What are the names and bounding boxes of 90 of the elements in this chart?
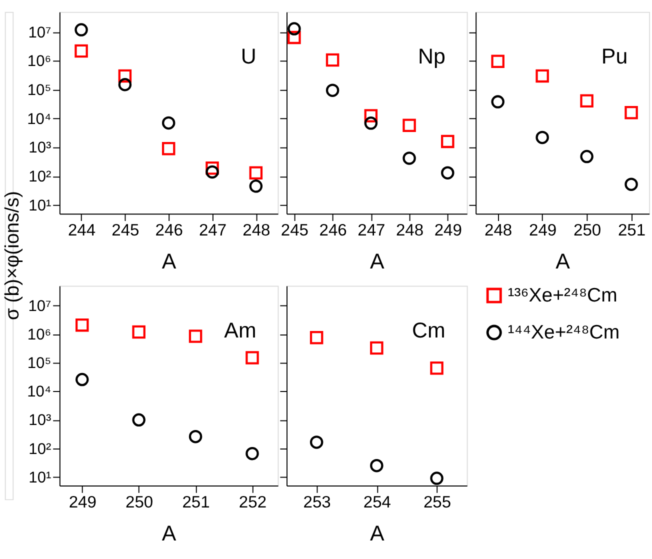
point (624, 178, 638, 191)
point (580, 150, 594, 164)
point (402, 152, 416, 165)
point (118, 69, 132, 83)
point (76, 318, 89, 332)
x-tick-label: 244 (68, 220, 96, 240)
x-tick-label: 254 (363, 492, 391, 512)
annotation: Pu (601, 44, 628, 69)
y-tick-label: 10² (28, 168, 52, 186)
x-axis-title: A (162, 522, 177, 546)
x-tick-label: 245 (112, 220, 140, 240)
x-tick-label: 247 (358, 220, 386, 240)
point (370, 341, 384, 355)
point (288, 22, 301, 36)
point (491, 95, 504, 108)
x-tick-label: 246 (319, 220, 347, 240)
y-tick-label: 10¹ (28, 469, 52, 486)
point (624, 106, 638, 120)
y-tick-label: 10⁴ (27, 384, 52, 401)
point (430, 472, 444, 485)
point (370, 458, 384, 472)
x-tick-label: 250 (573, 220, 602, 240)
point (536, 69, 549, 83)
point (326, 53, 340, 67)
annotation: Am (224, 318, 256, 342)
point (206, 165, 219, 179)
y-tick-label: 10³ (28, 412, 52, 430)
y-axis-title: σ (b)×φ(ions/s) (2, 190, 24, 320)
x-tick-label: 246 (155, 220, 183, 240)
x-axis-title: A (162, 250, 177, 274)
point (310, 436, 324, 449)
point (249, 166, 263, 180)
point (536, 130, 549, 144)
annotation: Np (418, 44, 446, 69)
y-tick-label: 10¹ (28, 197, 52, 214)
point (188, 330, 202, 343)
x-tick-label: 248 (242, 220, 270, 240)
y-tick-label: 10² (28, 440, 52, 458)
point (441, 134, 454, 148)
y-tick-label: 10⁶ (27, 53, 52, 70)
y-tick-label: 10⁴ (27, 110, 52, 128)
legend-label: ¹⁴⁴Xe+²⁴⁸Cm (508, 321, 620, 344)
x-tick-label: 255 (423, 492, 452, 512)
x-tick-label: 247 (198, 220, 227, 240)
point (364, 109, 378, 122)
point (310, 331, 324, 344)
point (491, 54, 504, 68)
y-tick-label: 10⁷ (28, 24, 52, 42)
x-tick-label: 253 (303, 492, 331, 512)
point (162, 116, 176, 130)
y-tick-label: 10⁵ (27, 82, 52, 100)
point (441, 166, 454, 180)
y-tick-label: 10⁶ (27, 326, 52, 344)
x-axis-title: A (370, 522, 386, 546)
y-tick-label: 10⁵ (27, 355, 52, 372)
point (162, 142, 176, 156)
legend-label: ¹³⁶Xe+²⁴⁸Cm (508, 284, 618, 306)
point (74, 44, 88, 58)
point (118, 78, 132, 92)
point (249, 180, 263, 193)
x-tick-label: 249 (529, 220, 557, 240)
point (188, 430, 202, 444)
point (132, 325, 146, 339)
point (364, 116, 378, 130)
y-tick-label: 10³ (28, 140, 52, 157)
point (132, 413, 146, 427)
annotation: U (240, 44, 256, 69)
x-axis-title: A (556, 250, 571, 274)
x-tick-label: 248 (396, 220, 424, 240)
point (74, 23, 88, 36)
point (402, 118, 416, 132)
point (326, 84, 340, 97)
point (288, 30, 301, 44)
point (246, 351, 259, 364)
x-tick-label: 251 (182, 492, 210, 512)
annotation: Cm (412, 318, 446, 342)
point (430, 362, 444, 375)
x-axis-title: A (370, 250, 386, 274)
x-tick-label: 252 (238, 492, 267, 512)
x-tick-label: 251 (618, 220, 646, 240)
x-tick-label: 250 (126, 492, 154, 512)
point (206, 161, 219, 175)
x-tick-label: 248 (484, 220, 512, 240)
point (246, 446, 259, 460)
x-tick-label: 249 (434, 220, 462, 240)
point (76, 372, 89, 386)
x-tick-label: 245 (280, 220, 308, 240)
point (580, 94, 594, 108)
y-tick-label: 10⁷ (28, 298, 52, 316)
x-tick-label: 249 (68, 492, 96, 512)
